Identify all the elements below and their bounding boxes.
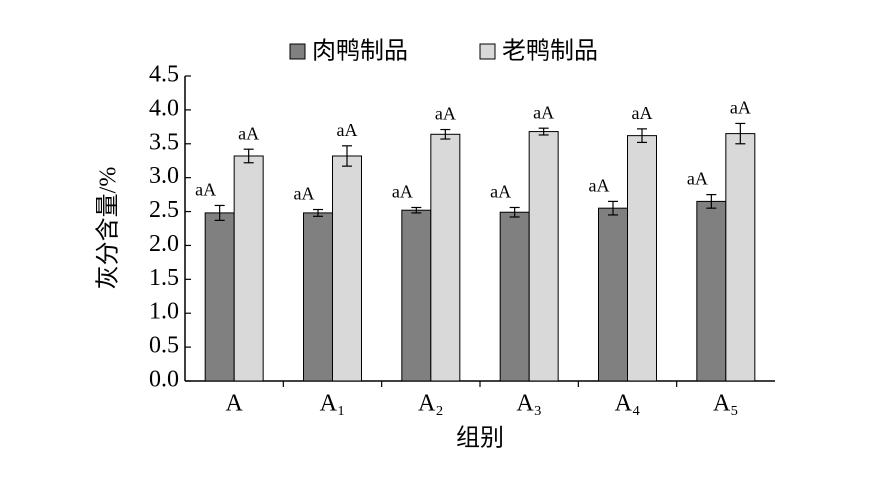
y-tick-label: 3.0 xyxy=(149,163,179,189)
x-tick-label: A₃ xyxy=(516,391,542,417)
data-label: aA xyxy=(435,104,456,124)
data-label: aA xyxy=(490,182,511,202)
bar xyxy=(332,155,362,382)
data-label: aA xyxy=(589,176,610,196)
data-label: aA xyxy=(533,102,554,122)
data-label: aA xyxy=(294,184,315,204)
bar xyxy=(725,133,756,382)
data-label: aA xyxy=(632,103,653,123)
y-axis-label: 灰分含量/% xyxy=(95,167,122,290)
bar xyxy=(499,211,530,382)
y-tick-label: 1.5 xyxy=(149,265,179,291)
y-tick-label: 0.5 xyxy=(149,333,179,359)
x-tick-label: A xyxy=(225,391,243,417)
bar xyxy=(303,212,333,382)
bar xyxy=(627,135,657,382)
data-label: aA xyxy=(687,169,708,189)
legend-label: 肉鸭制品 xyxy=(312,38,408,65)
y-tick-label: 4.5 xyxy=(149,62,179,88)
x-tick-label: A₄ xyxy=(615,391,641,417)
x-tick-label: A₅ xyxy=(713,391,739,417)
y-tick-label: 0.0 xyxy=(149,367,179,393)
bar xyxy=(430,133,461,382)
data-label: aA xyxy=(730,98,751,118)
data-label: aA xyxy=(337,120,358,140)
y-tick-label: 4.0 xyxy=(149,95,179,121)
bar xyxy=(204,212,235,382)
bar xyxy=(598,207,628,382)
legend-label: 老鸭制品 xyxy=(502,38,598,65)
bar xyxy=(696,200,727,382)
x-tick-label: A₁ xyxy=(320,391,346,417)
y-tick-label: 3.5 xyxy=(149,129,179,155)
legend-swatch xyxy=(289,43,306,60)
y-tick-label: 1.0 xyxy=(149,299,179,325)
y-tick-label: 2.0 xyxy=(149,231,179,257)
x-axis-label: 组别 xyxy=(456,425,504,452)
data-label: aA xyxy=(238,123,259,143)
bar xyxy=(528,131,559,382)
bar xyxy=(401,209,432,382)
legend-swatch xyxy=(479,43,496,60)
bar xyxy=(233,155,264,382)
data-label: aA xyxy=(195,180,216,200)
data-label: aA xyxy=(392,182,413,202)
x-tick-label: A₂ xyxy=(418,391,444,417)
y-tick-label: 2.5 xyxy=(149,197,179,223)
